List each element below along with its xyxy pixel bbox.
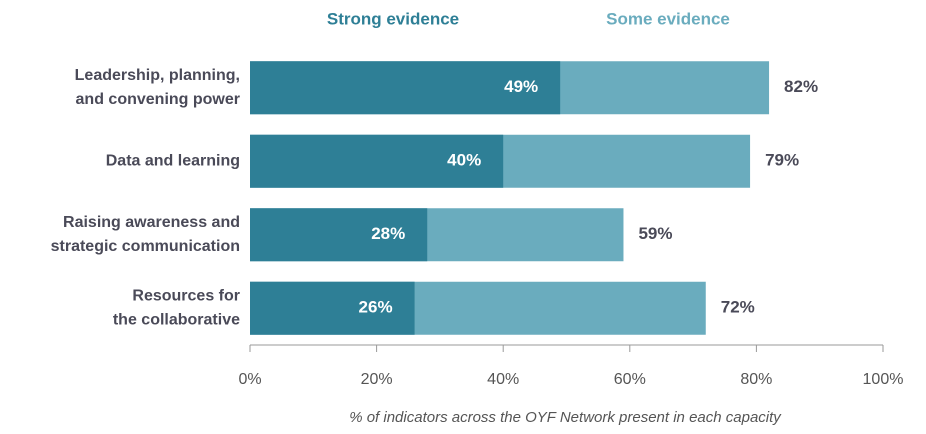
legend-label: Strong evidence [327, 9, 459, 28]
value-label: 72% [721, 298, 755, 317]
value-label: 26% [359, 298, 393, 317]
x-tick-label: 100% [863, 371, 904, 388]
x-tick-label: 20% [361, 371, 393, 388]
value-label: 49% [504, 77, 538, 96]
legend-label: Some evidence [606, 9, 730, 28]
value-label: 79% [765, 151, 799, 170]
category-line: and convening power [76, 91, 240, 108]
category-line: Data and learning [106, 152, 240, 169]
category-label: Leadership, planning, and convening power [75, 67, 240, 108]
x-tick-label: 60% [614, 371, 646, 388]
value-label: 59% [638, 224, 672, 243]
x-tick-label: 40% [487, 371, 519, 388]
bar [250, 61, 561, 115]
category-line: strategic communication [51, 238, 240, 255]
value-label: 40% [447, 151, 481, 170]
bar [250, 134, 504, 188]
category-line: Resources for [132, 287, 240, 304]
value-label: 28% [371, 224, 405, 243]
bar [250, 281, 415, 335]
category-line: Raising awareness and [63, 214, 240, 231]
x-axis-title: % of indicators across the OYF Network p… [349, 409, 782, 426]
x-tick-label: 80% [740, 371, 772, 388]
category-label: Raising awareness and strategic communica… [51, 214, 240, 255]
value-label: 82% [784, 77, 818, 96]
x-tick-label: 0% [238, 371, 261, 388]
category-label: Resources for the collaborative [113, 287, 240, 328]
category-line: the collaborative [113, 311, 240, 328]
bar [250, 208, 428, 262]
category-line: Leadership, planning, [75, 67, 240, 84]
category-label: Data and learning [106, 152, 240, 169]
